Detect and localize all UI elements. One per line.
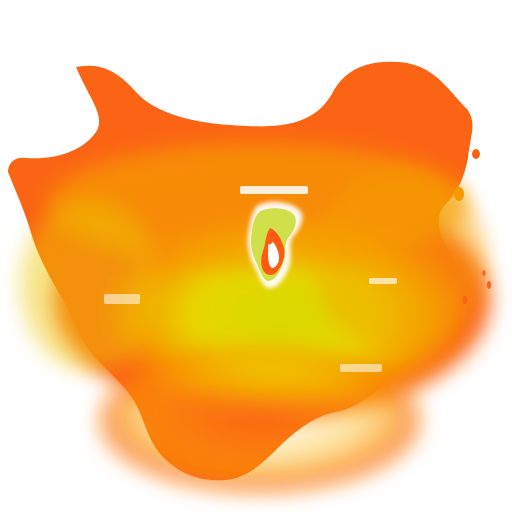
island-far-right — [487, 281, 491, 289]
island-bottom-right — [462, 296, 468, 304]
island-mid-right — [472, 149, 480, 159]
faint-label-right — [369, 278, 397, 284]
west-heat-band — [20, 199, 160, 371]
faint-label-left — [104, 294, 140, 304]
south-heat-zone — [100, 348, 420, 492]
island-top-right — [454, 187, 464, 201]
faint-label-top — [240, 186, 308, 194]
east-heat-band — [314, 168, 486, 352]
faint-label-bottom — [340, 364, 382, 372]
faint-mark-center — [268, 244, 274, 250]
island-far-right-2 — [482, 270, 486, 276]
